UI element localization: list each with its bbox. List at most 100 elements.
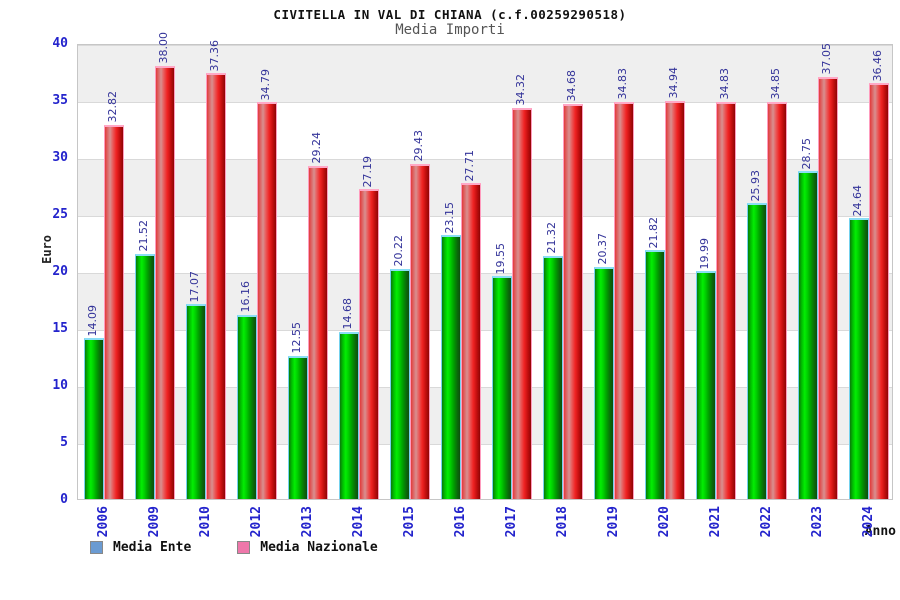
y-axis-tick-label: 30 bbox=[52, 150, 68, 165]
bar-nazionale-2015 bbox=[409, 163, 430, 499]
bar-value-label: 23.15 bbox=[442, 201, 456, 234]
x-axis-title: Anno bbox=[864, 524, 896, 539]
x-axis-tick-label: 2018 bbox=[554, 506, 570, 538]
bar-nazionale-2022 bbox=[766, 101, 787, 499]
y-axis-title: Euro bbox=[40, 235, 54, 264]
y-axis-tick-label: 40 bbox=[52, 36, 68, 51]
y-axis-tick-label: 25 bbox=[52, 207, 68, 222]
bar-value-label: 34.32 bbox=[513, 74, 527, 106]
bar-nazionale-2016 bbox=[460, 183, 481, 499]
bar-value-label: 34.83 bbox=[717, 68, 731, 100]
x-axis-tick-label: 2017 bbox=[503, 506, 519, 538]
bar-value-label: 19.55 bbox=[493, 242, 507, 275]
bar-ente-2016 bbox=[440, 235, 461, 499]
x-axis-tick-label: 2020 bbox=[656, 506, 672, 538]
bar-nazionale-2021 bbox=[715, 101, 736, 499]
bar-nazionale-2020 bbox=[664, 100, 685, 499]
y-axis-tick-label: 5 bbox=[60, 435, 68, 450]
x-axis-tick-label: 2015 bbox=[401, 506, 417, 538]
bar-value-label: 34.85 bbox=[768, 68, 782, 100]
bar-value-label: 20.22 bbox=[391, 235, 405, 267]
bar-nazionale-2010 bbox=[205, 73, 226, 499]
bar-value-label: 19.99 bbox=[697, 237, 711, 270]
x-axis-tick-label: 2022 bbox=[758, 506, 774, 538]
bar-ente-2006 bbox=[83, 338, 104, 499]
legend-item-media-ente: Media Ente bbox=[90, 540, 191, 555]
bar-nazionale-2012 bbox=[256, 102, 277, 499]
x-axis-tick-label: 2024 bbox=[860, 506, 876, 538]
chart-subtitle: Media Importi bbox=[395, 22, 505, 38]
legend-swatch-media-ente bbox=[90, 541, 103, 554]
y-axis-tick-label: 10 bbox=[52, 378, 68, 393]
bar-value-label: 14.09 bbox=[85, 304, 99, 337]
bar-ente-2017 bbox=[491, 276, 512, 499]
bar-ente-2015 bbox=[389, 268, 410, 499]
bar-ente-2024 bbox=[848, 218, 869, 499]
bar-value-label: 29.24 bbox=[309, 132, 323, 164]
bar-nazionale-2018 bbox=[562, 103, 583, 499]
bar-nazionale-2006 bbox=[103, 124, 124, 499]
bar-value-label: 24.64 bbox=[850, 184, 864, 217]
bar-value-label: 21.82 bbox=[646, 216, 660, 249]
bar-value-label: 21.52 bbox=[136, 220, 150, 252]
bar-value-label: 32.82 bbox=[105, 91, 119, 123]
x-axis-tick-label: 2010 bbox=[197, 506, 213, 538]
x-axis-tick-label: 2009 bbox=[146, 506, 162, 538]
bar-ente-2012 bbox=[236, 314, 257, 499]
bar-value-label: 17.07 bbox=[187, 270, 201, 303]
legend: Media Ente Media Nazionale bbox=[90, 540, 424, 555]
bar-value-label: 29.43 bbox=[411, 130, 425, 162]
bar-ente-2022 bbox=[746, 203, 767, 499]
bar-value-label: 34.68 bbox=[564, 70, 578, 102]
bar-nazionale-2013 bbox=[307, 165, 328, 499]
y-axis-tick-label: 35 bbox=[52, 93, 68, 108]
y-axis-tick-label: 15 bbox=[52, 321, 68, 336]
x-axis-tick-label: 2006 bbox=[95, 506, 111, 538]
bar-value-label: 38.00 bbox=[156, 32, 170, 64]
x-axis-tick-label: 2012 bbox=[248, 506, 264, 538]
y-axis-tick-label: 0 bbox=[60, 492, 68, 507]
bar-ente-2009 bbox=[134, 253, 155, 499]
x-axis-tick-label: 2014 bbox=[350, 506, 366, 538]
bar-value-label: 28.75 bbox=[799, 137, 813, 170]
bar-ente-2023 bbox=[797, 171, 818, 499]
x-axis-tick-label: 2016 bbox=[452, 506, 468, 538]
bar-value-label: 16.16 bbox=[238, 281, 252, 313]
y-axis-tick-label: 20 bbox=[52, 264, 68, 279]
legend-label-media-nazionale: Media Nazionale bbox=[260, 540, 378, 555]
bar-value-label: 34.83 bbox=[615, 68, 629, 100]
legend-swatch-media-nazionale bbox=[237, 541, 251, 554]
bar-ente-2013 bbox=[287, 355, 308, 499]
bar-ente-2020 bbox=[644, 250, 665, 499]
x-axis-tick-label: 2013 bbox=[299, 506, 315, 538]
bar-value-label: 27.19 bbox=[360, 155, 374, 188]
chart-title: CIVITELLA IN VAL DI CHIANA (c.f.00259290… bbox=[273, 7, 627, 22]
bar-ente-2018 bbox=[542, 255, 563, 499]
bar-ente-2010 bbox=[185, 304, 206, 499]
bar-value-label: 37.36 bbox=[207, 39, 221, 72]
bar-nazionale-2024 bbox=[868, 83, 889, 499]
bar-ente-2021 bbox=[695, 271, 716, 499]
x-axis-tick-label: 2023 bbox=[809, 506, 825, 538]
bar-value-label: 21.32 bbox=[544, 222, 558, 254]
bar-value-label: 25.93 bbox=[748, 169, 762, 202]
bar-nazionale-2009 bbox=[154, 65, 175, 499]
bar-value-label: 34.79 bbox=[258, 68, 272, 101]
bar-value-label: 37.05 bbox=[819, 43, 833, 75]
bar-value-label: 27.71 bbox=[462, 149, 476, 182]
bar-value-label: 36.46 bbox=[870, 49, 884, 82]
bar-value-label: 20.37 bbox=[595, 233, 609, 265]
legend-label-media-ente: Media Ente bbox=[113, 540, 192, 555]
bar-ente-2014 bbox=[338, 331, 359, 499]
x-axis-tick-label: 2021 bbox=[707, 506, 723, 538]
bar-value-label: 34.94 bbox=[666, 67, 680, 99]
plot-area bbox=[77, 44, 893, 500]
bar-nazionale-2014 bbox=[358, 189, 379, 499]
legend-item-media-nazionale: Media Nazionale bbox=[237, 540, 378, 555]
bar-nazionale-2019 bbox=[613, 101, 634, 499]
bar-value-label: 12.55 bbox=[289, 322, 303, 354]
x-axis-tick-label: 2019 bbox=[605, 506, 621, 538]
bar-ente-2019 bbox=[593, 266, 614, 499]
bar-nazionale-2023 bbox=[817, 76, 838, 499]
